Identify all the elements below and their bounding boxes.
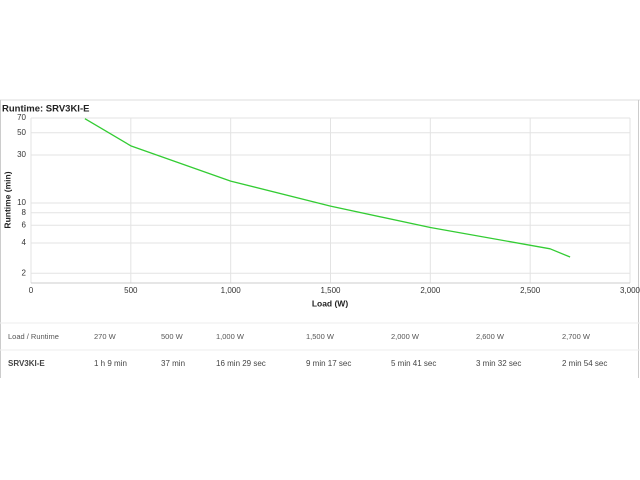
y-tick-label: 6: [22, 220, 27, 229]
runtime-line: [84, 118, 571, 258]
x-tick-label: 500: [124, 286, 138, 295]
y-tick-label: 2: [22, 268, 27, 277]
runtime-cell: 37 min: [161, 359, 185, 368]
y-tick-label: 4: [22, 238, 27, 247]
x-tick-label: 0: [29, 286, 34, 295]
y-tick-label: 70: [17, 113, 26, 122]
x-tick-label: 2,000: [420, 286, 441, 295]
runtime-cell: 1 h 9 min: [94, 359, 127, 368]
x-tick-label: 1,500: [320, 286, 341, 295]
y-tick-label: 8: [22, 208, 27, 217]
runtime-cell: 3 min 32 sec: [476, 359, 521, 368]
y-axis-title: Runtime (min): [2, 171, 12, 228]
y-tick-label: 50: [17, 128, 26, 137]
column-header: 1,000 W: [216, 332, 245, 341]
column-header: 2,700 W: [562, 332, 591, 341]
runtime-cell: 5 min 41 sec: [391, 359, 436, 368]
column-header: Load / Runtime: [8, 332, 59, 341]
runtime-cell: 9 min 17 sec: [306, 359, 351, 368]
column-header: 1,500 W: [306, 332, 335, 341]
y-tick-label: 30: [17, 150, 26, 159]
column-header: 2,600 W: [476, 332, 505, 341]
x-tick-label: 2,500: [520, 286, 541, 295]
x-axis-title: Load (W): [312, 298, 349, 308]
chart-title: Runtime: SRV3KI-E: [2, 104, 89, 115]
column-header: 270 W: [94, 332, 117, 341]
runtime-cell: 16 min 29 sec: [216, 359, 266, 368]
x-tick-label: 3,000: [620, 286, 640, 295]
x-tick-label: 1,000: [221, 286, 242, 295]
row-header: SRV3KI-E: [8, 359, 45, 368]
column-header: 2,000 W: [391, 332, 420, 341]
column-header: 500 W: [161, 332, 184, 341]
y-tick-label: 10: [17, 198, 26, 207]
runtime-cell: 2 min 54 sec: [562, 359, 607, 368]
